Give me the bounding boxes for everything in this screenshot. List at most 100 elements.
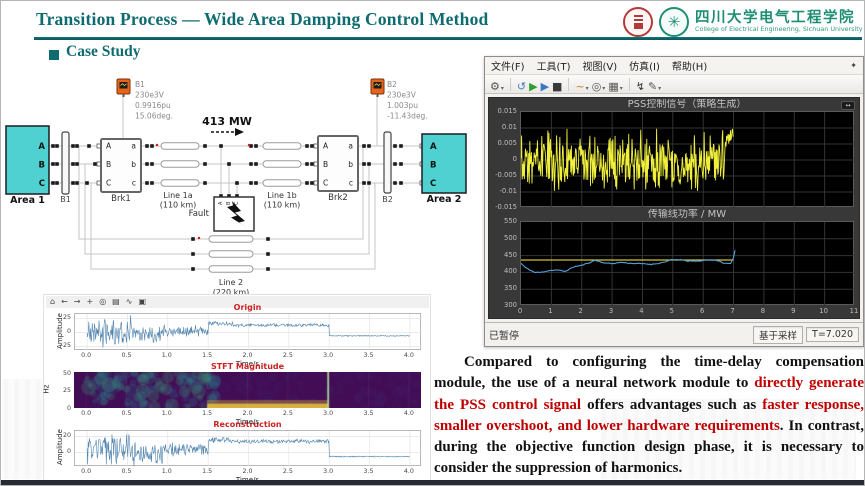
- breaker2-block: [317, 135, 359, 192]
- style-brush-icon[interactable]: ~▾: [575, 75, 588, 94]
- save-icon[interactable]: ▣: [138, 297, 146, 306]
- menu-view[interactable]: 视图(V): [582, 62, 618, 73]
- toolbar-separator: [509, 77, 511, 91]
- analysis-paragraph: Compared to configuring the time-delay c…: [434, 352, 864, 480]
- x-tick-label: 9: [791, 307, 796, 315]
- line1a-label: Line 1a: [163, 191, 192, 200]
- brk1-port-b: b: [131, 160, 136, 169]
- x-tick-label: 0: [517, 307, 523, 315]
- home-icon[interactable]: ⌂: [50, 297, 56, 306]
- fit-view-icon[interactable]: ▦▾: [608, 75, 622, 94]
- b1-pu: 0.9916pu: [135, 101, 171, 110]
- y-tick-label: 400: [504, 267, 517, 276]
- page-title: Transition Process — Wide Area Damping C…: [36, 9, 489, 29]
- area1-label: Area 1: [10, 195, 45, 206]
- university-seal-icon: [623, 7, 653, 37]
- power-flow-label: 413 MW: [202, 115, 252, 128]
- scope-b1-icon: [116, 78, 131, 97]
- pss_signal-plot: [520, 111, 855, 208]
- signal-figure-window: ⌂ ← → + ◎ ▤ ∿ ▣: [43, 294, 431, 481]
- connect-icon: ↺: [516, 79, 527, 93]
- y-tick-label: -0.015: [495, 203, 517, 211]
- scope-window: 文件(F) 工具(T) 视图(V) 仿真(I) 帮助(H) ✦ ⚙▾ ↺ ▶ ▶ ■ ~▾…: [484, 56, 864, 347]
- section-bullet: [49, 50, 59, 60]
- scope-toolbar: ⚙▾ ↺ ▶ ▶ ■ ~▾ ◎▾ ▦▾ ↯ ✎▾: [485, 74, 863, 94]
- menu-file[interactable]: 文件(F): [491, 62, 525, 73]
- step-forward-icon[interactable]: ▶: [541, 75, 549, 94]
- lightning-icon: [227, 201, 249, 229]
- bus-b2-block: [383, 131, 392, 194]
- status-sample-mode: 基于采样: [753, 325, 804, 344]
- x-tick-label: 2: [578, 307, 583, 315]
- annotate-icon[interactable]: ✎▾: [648, 75, 661, 94]
- college-name-en: College of Electrical Engineering, Sichu…: [695, 25, 863, 34]
- fault-label: Fault: [189, 209, 210, 219]
- run-icon[interactable]: ▶: [529, 75, 537, 94]
- y-tick-label: 300: [504, 301, 517, 309]
- menu-help[interactable]: 帮助(H): [671, 62, 708, 73]
- fit-view-icon: ▦: [608, 79, 619, 93]
- area2-port-c: C: [430, 179, 436, 189]
- menu-simulation[interactable]: 仿真(I): [629, 62, 660, 73]
- run-icon: ▶: [529, 79, 538, 93]
- expand-plot-icon[interactable]: ↔: [841, 101, 855, 110]
- dropdown-caret-icon: ▾: [500, 84, 504, 92]
- connect-icon[interactable]: ↺: [517, 75, 526, 94]
- b2-voltage: 230e3V: [387, 91, 417, 100]
- bus1-label: B1: [60, 195, 71, 204]
- stop-icon[interactable]: ■: [552, 75, 562, 94]
- back-icon[interactable]: ←: [61, 297, 68, 306]
- fault-block: [213, 196, 255, 232]
- annotate-icon: ✎: [647, 79, 658, 93]
- y-tick-label: 0: [512, 155, 517, 163]
- dropdown-caret-icon: ▾: [619, 84, 623, 92]
- line-segments: [160, 142, 302, 273]
- analysis-segment: offers advantages such as: [581, 396, 763, 413]
- settings-icon[interactable]: ⚙▾: [490, 75, 504, 94]
- y-tick-label: 0.01: [501, 123, 517, 131]
- bus2-label: B2: [382, 195, 393, 204]
- pan-icon[interactable]: +: [86, 297, 94, 306]
- menu-tools[interactable]: 工具(T): [536, 62, 571, 73]
- forward-icon[interactable]: →: [73, 297, 81, 306]
- breaker1-block: [100, 138, 142, 193]
- brk1-label: Brk1: [111, 194, 131, 204]
- y-tick-label: 0.015: [497, 107, 517, 115]
- area2-label: Area 2: [427, 194, 462, 205]
- brk2-port-A: A: [323, 142, 329, 151]
- pin-icon[interactable]: ✦: [850, 61, 857, 70]
- plot-title: PSS控制信号（策略生成）: [627, 98, 747, 110]
- y-tick-label: 450: [504, 250, 517, 259]
- area2-port-a: A: [430, 142, 437, 152]
- line2-length: (220 km): [213, 288, 249, 297]
- stop-icon: ■: [552, 79, 563, 93]
- toolbar-separator: [568, 77, 570, 91]
- line1b-length: (110 km): [264, 201, 300, 210]
- logo-area: ✳ 四川大学电气工程学院 College of Electrical Engin…: [623, 5, 863, 39]
- plot-title: 传输线功率 / MW: [647, 208, 727, 220]
- b2-pu: 1.003pu: [387, 101, 418, 110]
- trigger-icon[interactable]: ↯: [636, 75, 645, 94]
- zoom-icon[interactable]: ◎▾: [592, 75, 606, 94]
- analysis-segment: Compared to configuring the time-delay c…: [434, 354, 864, 392]
- line2-label: Line 2: [219, 278, 243, 287]
- step-forward-icon: ▶: [540, 79, 550, 93]
- settings-icon: ⚙: [490, 79, 500, 93]
- analysis-segment: . In contrast, during the objective func…: [434, 417, 864, 477]
- dropdown-caret-icon: ▾: [585, 84, 589, 92]
- brk2-port-c: c: [349, 179, 353, 188]
- area1-port-a: A: [38, 142, 45, 152]
- zoom-rect-icon[interactable]: ◎: [99, 297, 107, 306]
- scope-menubar: 文件(F) 工具(T) 视图(V) 仿真(I) 帮助(H) ✦: [485, 57, 863, 74]
- brk2-port-b: b: [348, 160, 353, 169]
- analysis-segment: faster response, smaller overshoot, and …: [434, 396, 864, 434]
- brk1-port-c: c: [132, 179, 136, 188]
- x-tick-label: 3: [608, 307, 614, 315]
- subplots-icon[interactable]: ▤: [112, 297, 120, 306]
- fault-port-c: C: [234, 201, 240, 205]
- customize-icon[interactable]: ∿: [125, 297, 133, 306]
- b1-angle: 15.06deg.: [135, 112, 173, 121]
- y-tick-label: 0.005: [497, 139, 517, 147]
- line1a-length: (110 km): [160, 201, 196, 210]
- x-tick-label: 6: [700, 307, 705, 315]
